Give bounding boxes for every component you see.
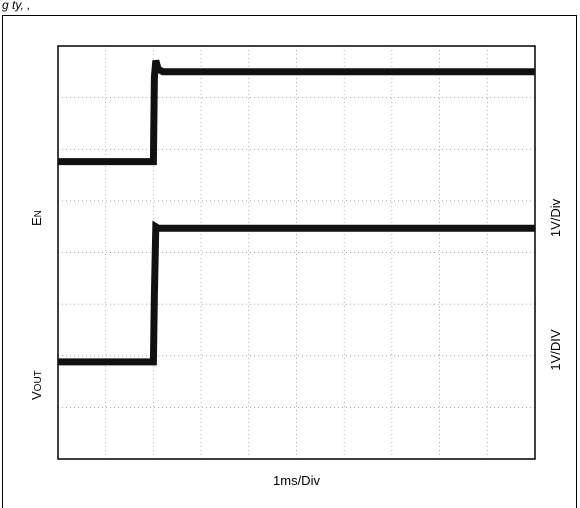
grid-layer (58, 46, 535, 459)
en-label-sub: N (33, 210, 44, 217)
en-trace-label: EN (29, 210, 44, 226)
plot-border (57, 45, 536, 460)
en-label-main: E (29, 217, 44, 226)
vout-scale-label: 1V/DIV (548, 329, 563, 371)
vout-label-main: V (29, 391, 44, 400)
en-trace-edge (58, 60, 535, 163)
trace-layer (58, 59, 535, 366)
en-scale-label: 1V/Div (548, 198, 563, 237)
x-axis-label: 1ms/Div (273, 473, 320, 488)
figure-frame (2, 15, 577, 508)
vout-trace-label: VOUT (29, 370, 44, 400)
vout-trace-edge (58, 225, 535, 363)
figure-caption: g ty, , (2, 0, 31, 12)
vout-label-sub: OUT (33, 370, 44, 391)
